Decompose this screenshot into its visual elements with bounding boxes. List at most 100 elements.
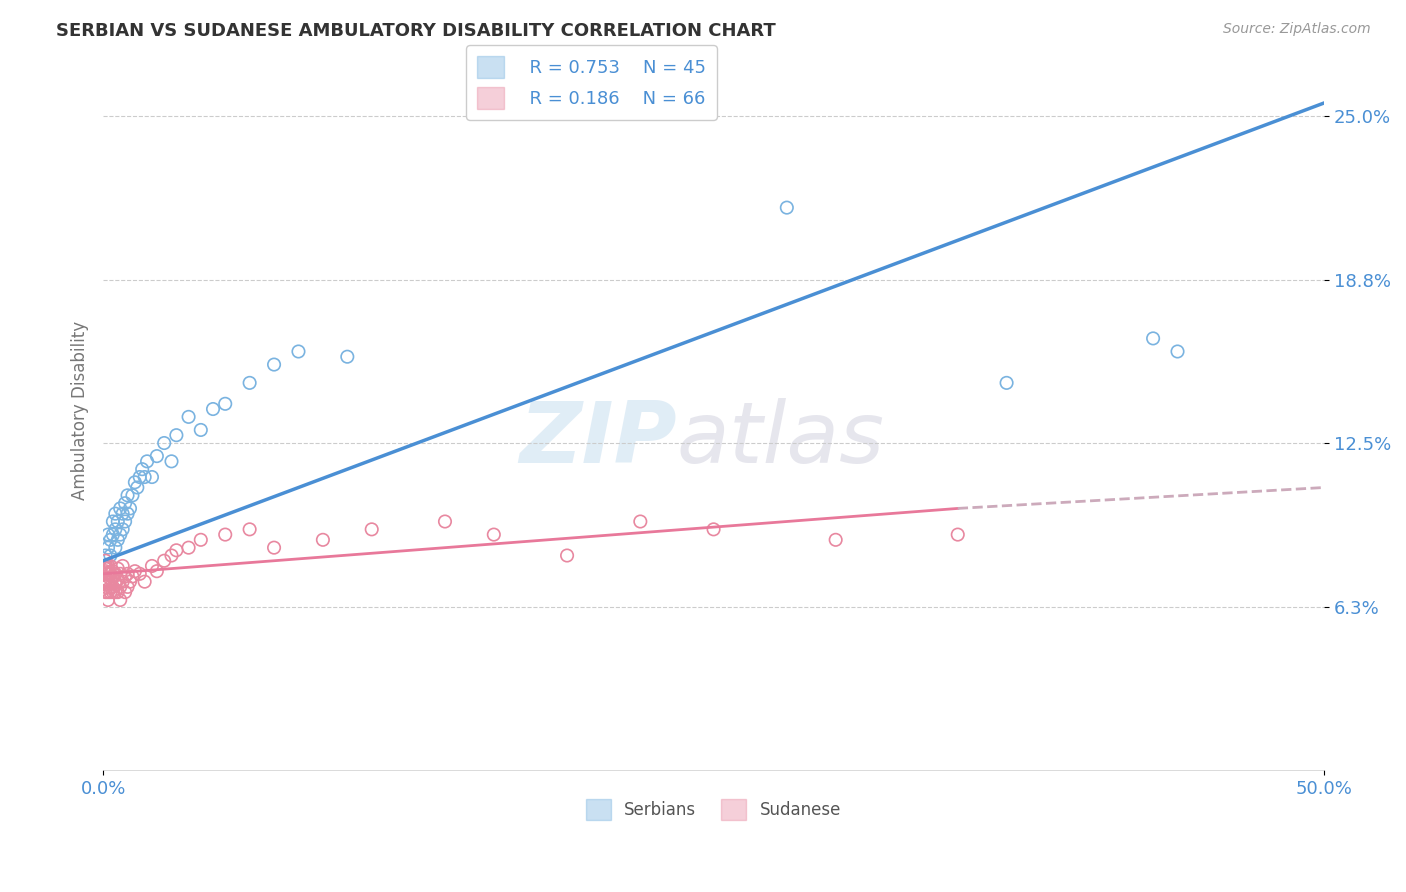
Point xyxy=(555,549,578,563)
Point xyxy=(94,580,117,594)
Point xyxy=(141,558,163,573)
Point xyxy=(97,541,120,555)
Point xyxy=(97,566,120,581)
Point xyxy=(100,566,122,581)
Point xyxy=(94,566,117,581)
Point xyxy=(134,574,156,589)
Point xyxy=(239,376,262,390)
Point xyxy=(287,344,309,359)
Point xyxy=(628,515,651,529)
Point xyxy=(101,580,124,594)
Point xyxy=(97,574,120,589)
Point xyxy=(107,515,129,529)
Point xyxy=(824,533,846,547)
Point xyxy=(118,501,141,516)
Point xyxy=(214,397,236,411)
Point xyxy=(107,572,129,586)
Point xyxy=(114,585,136,599)
Point xyxy=(263,541,285,555)
Point xyxy=(995,376,1018,390)
Point xyxy=(482,527,505,541)
Text: Source: ZipAtlas.com: Source: ZipAtlas.com xyxy=(1223,22,1371,37)
Point xyxy=(117,507,139,521)
Point xyxy=(97,585,120,599)
Point xyxy=(118,574,141,589)
Point xyxy=(110,593,132,607)
Point xyxy=(202,402,225,417)
Point xyxy=(336,350,359,364)
Point xyxy=(776,201,799,215)
Point xyxy=(97,561,120,575)
Point xyxy=(110,501,132,516)
Point xyxy=(107,585,129,599)
Point xyxy=(110,566,132,581)
Text: atlas: atlas xyxy=(676,398,884,481)
Point xyxy=(263,358,285,372)
Point xyxy=(124,475,146,490)
Point xyxy=(1142,331,1164,345)
Y-axis label: Ambulatory Disability: Ambulatory Disability xyxy=(72,321,89,500)
Point xyxy=(114,515,136,529)
Point xyxy=(104,566,127,581)
Point xyxy=(114,569,136,583)
Point xyxy=(134,470,156,484)
Point xyxy=(101,564,124,578)
Point xyxy=(124,564,146,578)
Point xyxy=(946,527,969,541)
Point xyxy=(312,533,335,547)
Point xyxy=(117,488,139,502)
Point xyxy=(101,527,124,541)
Point xyxy=(97,593,120,607)
Point xyxy=(136,454,159,468)
Point xyxy=(107,533,129,547)
Point xyxy=(110,580,132,594)
Point xyxy=(153,436,176,450)
Text: SERBIAN VS SUDANESE AMBULATORY DISABILITY CORRELATION CHART: SERBIAN VS SUDANESE AMBULATORY DISABILIT… xyxy=(56,22,776,40)
Point xyxy=(114,496,136,510)
Point xyxy=(94,564,117,578)
Point xyxy=(128,566,150,581)
Point xyxy=(94,558,117,573)
Point xyxy=(100,533,122,547)
Point xyxy=(153,554,176,568)
Point xyxy=(111,507,134,521)
Point xyxy=(121,569,143,583)
Point xyxy=(146,564,169,578)
Point xyxy=(1166,344,1188,359)
Point xyxy=(94,585,117,599)
Point xyxy=(107,561,129,575)
Point xyxy=(190,533,212,547)
Point xyxy=(703,522,725,536)
Point xyxy=(111,574,134,589)
Point xyxy=(146,449,169,463)
Point xyxy=(100,585,122,599)
Point xyxy=(190,423,212,437)
Point xyxy=(100,558,122,573)
Point xyxy=(177,541,200,555)
Point xyxy=(127,481,149,495)
Point xyxy=(214,527,236,541)
Point xyxy=(97,527,120,541)
Point xyxy=(100,572,122,586)
Point xyxy=(128,470,150,484)
Point xyxy=(94,572,117,586)
Point xyxy=(94,574,117,589)
Point xyxy=(97,558,120,573)
Point xyxy=(94,577,117,591)
Point xyxy=(177,409,200,424)
Point xyxy=(117,580,139,594)
Point xyxy=(97,577,120,591)
Point xyxy=(104,541,127,555)
Point xyxy=(101,515,124,529)
Point xyxy=(111,558,134,573)
Point xyxy=(94,561,117,575)
Point xyxy=(141,470,163,484)
Point xyxy=(104,585,127,599)
Text: ZIP: ZIP xyxy=(519,398,676,481)
Point xyxy=(94,549,117,563)
Point xyxy=(104,507,127,521)
Point xyxy=(110,527,132,541)
Point xyxy=(117,566,139,581)
Point xyxy=(165,428,187,442)
Point xyxy=(100,549,122,563)
